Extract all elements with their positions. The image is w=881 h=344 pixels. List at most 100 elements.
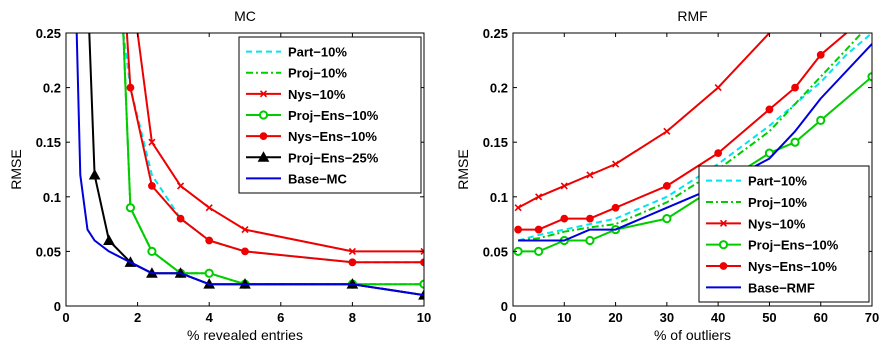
x-tick-label: 70 xyxy=(865,310,879,325)
plot-frame xyxy=(65,32,425,307)
point-nys-ens-10-3 xyxy=(586,214,594,223)
point-nys-ens-10-2 xyxy=(148,181,156,190)
y-axis-label: RMSE xyxy=(8,149,24,189)
x-tick-label: 0 xyxy=(509,310,516,325)
panel-rmf: RMF % of outliers RMSE 0 10 20 30 40 50 60 70 0 0.05… xyxy=(455,8,879,343)
legend-marker-proj-ens-25 xyxy=(257,151,270,162)
series-line-base-mc xyxy=(75,33,424,297)
point-nys-10-4 xyxy=(241,225,249,234)
x-tick-label: 10 xyxy=(557,310,571,325)
point-proj-ens-10-3 xyxy=(585,235,595,246)
legend-label-part-10: Part−10% xyxy=(288,45,347,60)
point-proj-ens-10-1 xyxy=(534,246,544,256)
legend-label-proj-ens-25: Proj−Ens−25% xyxy=(288,150,379,165)
point-proj-ens-10-8 xyxy=(790,137,800,147)
point-nys-ens-10-5 xyxy=(662,181,671,190)
legend-box xyxy=(698,165,870,303)
point-nys-10-3 xyxy=(205,204,213,212)
point-nys-10-1 xyxy=(535,193,543,201)
y-tick-label: 0.05 xyxy=(483,244,508,259)
y-axis-label: RMSE xyxy=(455,149,471,189)
legend-label-base-rmf: Base−RMF xyxy=(748,280,815,295)
x-tick-label: 2 xyxy=(134,310,141,325)
chart-title: MC xyxy=(234,8,256,24)
series-group xyxy=(75,33,424,300)
series-line-nys-ens-10 xyxy=(125,33,424,264)
x-tick-label: 30 xyxy=(660,310,674,325)
x-tick-label: 4 xyxy=(206,310,214,325)
point-nys-10-4 xyxy=(612,160,620,168)
point-nys-10-6 xyxy=(420,247,424,255)
point-nys-ens-10-7 xyxy=(765,105,774,114)
legend: Part−10% Proj−10% Nys−10% Proj−Ens−10% Nys−E… xyxy=(238,36,422,194)
legend-label-part-10: Part−10% xyxy=(748,174,807,189)
point-proj-ens-10-2 xyxy=(147,246,157,256)
x-tick-label: 60 xyxy=(813,310,827,325)
y-tick-label: 0.05 xyxy=(36,244,61,259)
x-axis-label: % revealed entries xyxy=(187,327,303,343)
legend-marker-proj-ens-10 xyxy=(258,110,269,120)
point-nys-ens-10-8 xyxy=(791,83,799,92)
x-tick-label: 10 xyxy=(417,310,431,325)
point-nys-ens-10-6 xyxy=(348,258,357,267)
point-nys-10-6 xyxy=(714,84,722,92)
x-tick-label: 40 xyxy=(711,310,725,325)
y-tick-label: 0.25 xyxy=(483,26,508,41)
y-tick-label: 0.2 xyxy=(43,81,61,96)
y-tick-label: 0.25 xyxy=(36,26,61,41)
y-tick-label: 0.15 xyxy=(483,135,508,150)
x-tick-label: 8 xyxy=(349,310,356,325)
point-proj-ens-10-1 xyxy=(125,203,136,213)
series-group xyxy=(513,33,872,256)
point-nys-ens-10-2 xyxy=(560,214,569,223)
point-nys-ens-10-4 xyxy=(205,236,214,245)
y-tick-label: 0 xyxy=(501,299,508,314)
x-tick-label: 50 xyxy=(762,310,776,325)
point-proj-ens-10-7 xyxy=(764,148,775,158)
point-nys-ens-10-3 xyxy=(176,214,185,223)
legend-label-proj-10: Proj−10% xyxy=(288,66,347,81)
point-nys-ens-10-6 xyxy=(714,149,723,158)
y-tick-label: 0 xyxy=(54,299,61,314)
legend-label-proj-10: Proj−10% xyxy=(748,195,807,210)
point-nys-10-2 xyxy=(176,182,185,190)
legend-label-nys-ens-10: Nys−Ens−10% xyxy=(288,129,377,144)
legend-label-nys-10: Nys−10% xyxy=(748,216,806,231)
legend-marker-proj-ens-10 xyxy=(718,240,729,250)
point-proj-ens-25-2 xyxy=(103,234,115,245)
y-tick-label: 0.15 xyxy=(36,135,61,150)
point-nys-ens-10-7 xyxy=(420,258,424,267)
legend-marker-nys-10 xyxy=(259,90,268,98)
panel-mc: MC % revealed entries RMSE 0 2 4 6 8 10 0 0.05 0.1 0… xyxy=(8,8,431,343)
x-tick-label: 6 xyxy=(277,310,284,325)
point-nys-10-5 xyxy=(348,247,356,255)
point-nys-10-5 xyxy=(663,127,671,135)
point-nys-ens-10-1 xyxy=(534,225,543,234)
series-line-proj-10 xyxy=(517,33,863,242)
series-line-part-10 xyxy=(517,33,872,242)
point-proj-ens-10-5 xyxy=(662,214,672,224)
point-nys-ens-10-1 xyxy=(126,83,135,92)
legend-marker-nys-10 xyxy=(719,219,728,227)
point-proj-ens-10-10 xyxy=(867,72,872,82)
point-nys-10-0 xyxy=(514,204,522,212)
series-line-base-rmf xyxy=(518,43,872,242)
legend-marker-nys-ens-10 xyxy=(259,132,268,141)
chart-title: RMF xyxy=(677,8,707,24)
plot-frame xyxy=(512,32,873,307)
point-proj-ens-25-1 xyxy=(88,168,101,180)
x-tick-label: 0 xyxy=(62,310,69,325)
legend: Part−10% Proj−10% Nys−10% Proj−Ens−10% Nys−E… xyxy=(698,165,870,303)
point-nys-ens-10-4 xyxy=(611,203,620,212)
point-nys-10-2 xyxy=(560,182,568,190)
x-axis-label: % of outliers xyxy=(654,327,731,343)
x-tick-label: 20 xyxy=(608,310,622,325)
point-proj-ens-10-9 xyxy=(816,115,826,125)
legend-marker-nys-ens-10 xyxy=(719,262,728,270)
point-proj-ens-10-4 xyxy=(204,268,214,278)
series-line-nys-10 xyxy=(517,33,771,209)
legend-label-proj-ens-10: Proj−Ens−10% xyxy=(288,108,379,123)
y-tick-label: 0.1 xyxy=(490,190,508,205)
point-nys-ens-10-0 xyxy=(514,225,523,234)
